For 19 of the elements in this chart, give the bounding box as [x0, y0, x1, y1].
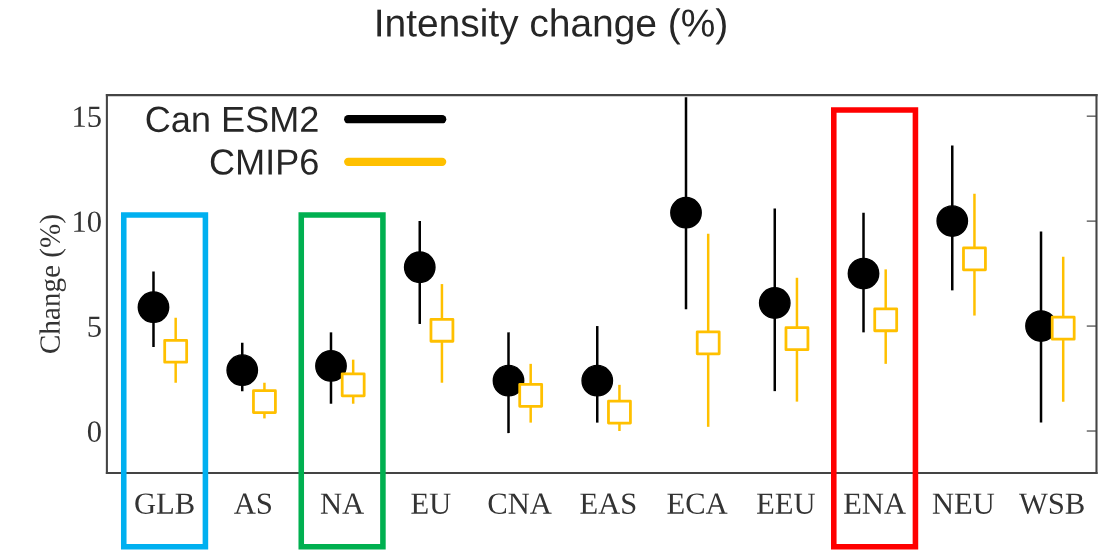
x-tick-label: EU — [411, 493, 451, 514]
x-tick-label: AS — [234, 493, 271, 514]
y-tick-label: 0 — [87, 421, 101, 442]
y-tick-label: 15 — [74, 106, 101, 128]
y-axis-title: Change (%) — [39, 215, 66, 353]
x-tick-label: CNA — [488, 493, 552, 514]
x-tick-label: NA — [320, 493, 364, 514]
x-tick-label: EAS — [580, 493, 636, 514]
y-tick-label: 5 — [88, 316, 101, 337]
y-tick-label: 10 — [74, 211, 101, 232]
x-tick-label: WSB — [1019, 493, 1084, 515]
chart-title: Intensity change (%) — [377, 8, 726, 45]
x-tick-label: ECA — [667, 493, 728, 514]
x-tick-label: ENA — [844, 493, 906, 514]
x-tick-label: GLB — [135, 493, 194, 514]
x-tick-label: NEU — [932, 493, 995, 514]
legend-label: Can ESM2 — [146, 106, 318, 133]
x-tick-label: EEU — [757, 493, 815, 514]
legend-label: CMIP6 — [210, 149, 318, 175]
